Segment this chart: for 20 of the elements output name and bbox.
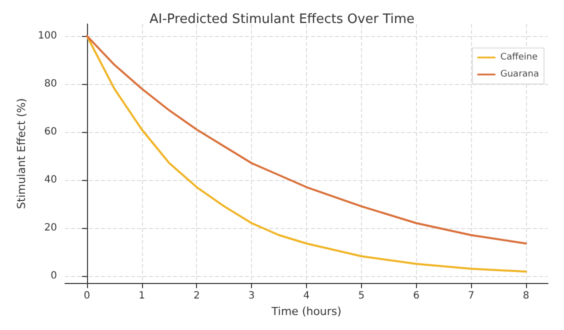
y-tick-label: 80 xyxy=(44,78,57,90)
y-tick-label: 0 xyxy=(50,270,57,282)
x-tick-label: 3 xyxy=(248,290,255,302)
x-tick-label: 4 xyxy=(303,290,310,302)
x-tick-label: 7 xyxy=(468,290,474,302)
legend-label: Caffeine xyxy=(500,52,538,62)
x-axis-title: Time (hours) xyxy=(270,305,342,318)
chart-title: AI-Predicted Stimulant Effects Over Time xyxy=(149,12,415,27)
x-tick-label: 6 xyxy=(413,290,420,302)
y-tick-label: 40 xyxy=(44,174,57,186)
x-tick-label: 0 xyxy=(84,290,90,302)
y-tick-label: 60 xyxy=(44,126,57,138)
legend-label: Guarana xyxy=(500,70,540,80)
x-tick-label: 1 xyxy=(138,290,146,302)
y-tick-label: 100 xyxy=(38,30,57,42)
y-tick-label: 20 xyxy=(44,222,57,234)
x-tick-label: 8 xyxy=(522,290,530,302)
x-tick-label: 5 xyxy=(358,290,365,302)
x-tick-label: 2 xyxy=(194,290,200,302)
y-axis-title: Stimulant Effect (%) xyxy=(15,98,28,209)
